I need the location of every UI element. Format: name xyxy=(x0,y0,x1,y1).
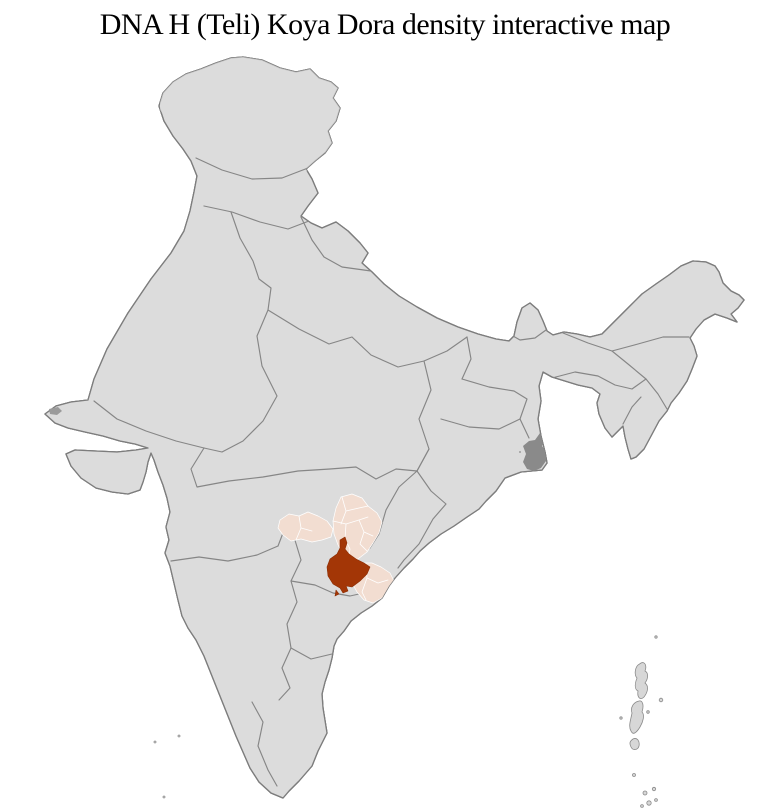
north-large-districts-patch xyxy=(160,57,345,175)
pink-district-borders xyxy=(295,496,389,601)
page-title: DNA H (Teli) Koya Dora density interacti… xyxy=(99,8,671,41)
low-density-district-west[interactable] xyxy=(277,511,334,543)
lakshadweep-islands[interactable] xyxy=(153,734,181,799)
high-density-district[interactable] xyxy=(326,536,371,597)
andaman-nicobar-islands[interactable] xyxy=(619,635,664,808)
kutch-islet xyxy=(49,407,62,415)
